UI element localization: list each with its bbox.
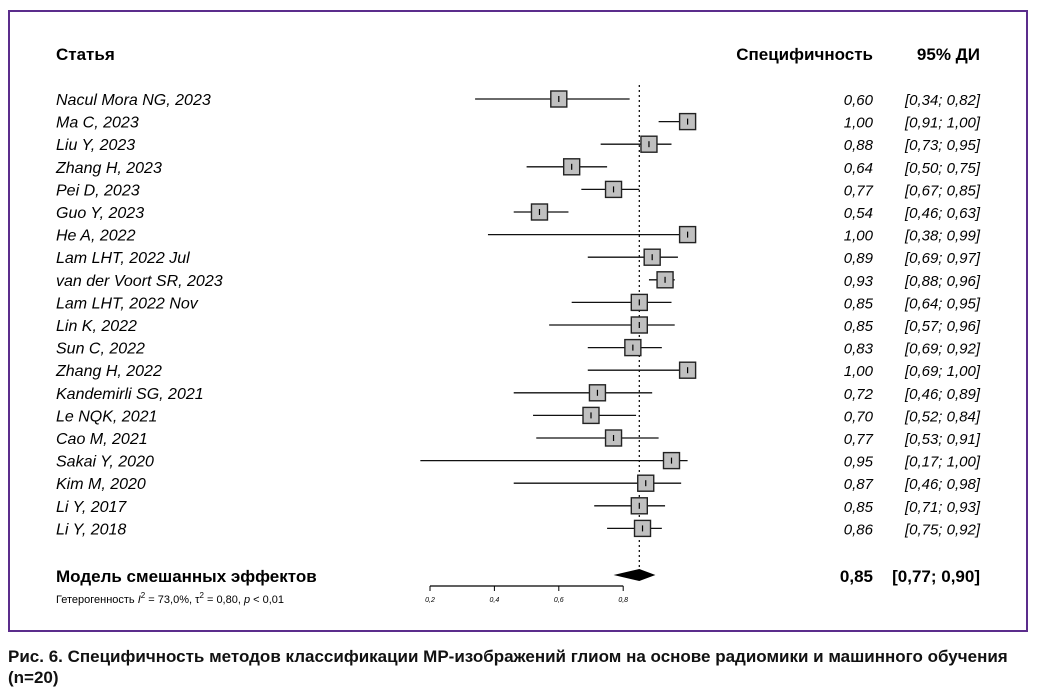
- study-ci: [0,69; 1,00]: [904, 363, 981, 380]
- study-ci: [0,75; 0,92]: [904, 521, 981, 538]
- study-ci: [0,64; 0,95]: [904, 295, 981, 312]
- study-ci: [0,88; 0,96]: [904, 273, 981, 290]
- study-estimate: 0,54: [844, 205, 873, 222]
- study-estimate: 0,85: [844, 499, 874, 516]
- study-label: Zhang H, 2022: [55, 363, 162, 380]
- study-estimate: 1,00: [844, 228, 874, 245]
- study-label: Guo Y, 2023: [56, 205, 144, 222]
- study-label: Lam LHT, 2022 Jul: [56, 250, 190, 267]
- study-ci: [0,50; 0,75]: [904, 160, 981, 177]
- study-ci: [0,71; 0,93]: [904, 499, 981, 516]
- study-ci: [0,46; 0,98]: [904, 476, 981, 493]
- study-estimate: 0,60: [844, 92, 874, 109]
- study-label: Ma C, 2023: [56, 115, 139, 132]
- pooled-label: Модель смешанных эффектов: [56, 567, 317, 586]
- study-estimate: 0,86: [844, 521, 874, 538]
- x-tick-label: 0,6: [554, 597, 564, 604]
- study-label: Kandemirli SG, 2021: [56, 386, 204, 403]
- x-tick-label: 0,4: [490, 597, 500, 604]
- study-estimate: 0,87: [844, 476, 874, 493]
- header-estimate: Специфичность: [736, 45, 873, 64]
- study-estimate: 0,77: [844, 431, 874, 448]
- study-ci: [0,46; 0,63]: [904, 205, 981, 222]
- study-estimate: 0,72: [844, 386, 874, 403]
- study-ci: [0,69; 0,97]: [904, 250, 981, 267]
- study-estimate: 0,70: [844, 408, 874, 425]
- header-study: Статья: [56, 45, 115, 64]
- pooled-ci: [0,77; 0,90]: [892, 567, 980, 586]
- study-estimate: 0,88: [844, 137, 874, 154]
- study-ci: [0,67; 0,85]: [904, 182, 981, 199]
- figure-frame: [8, 10, 1028, 632]
- x-tick-label: 0,8: [618, 597, 628, 604]
- study-ci: [0,52; 0,84]: [904, 408, 981, 425]
- study-estimate: 0,95: [844, 454, 874, 471]
- study-label: Lin K, 2022: [56, 318, 137, 335]
- study-label: Sakai Y, 2020: [56, 454, 154, 471]
- study-ci: [0,57; 0,96]: [904, 318, 981, 335]
- study-estimate: 0,93: [844, 273, 874, 290]
- study-ci: [0,91; 1,00]: [904, 115, 981, 132]
- pooled-diamond: [613, 569, 656, 581]
- study-estimate: 0,64: [844, 160, 873, 177]
- study-label: Cao M, 2021: [56, 431, 148, 448]
- study-ci: [0,73; 0,95]: [904, 137, 981, 154]
- study-ci: [0,53; 0,91]: [904, 431, 981, 448]
- study-label: van der Voort SR, 2023: [56, 273, 223, 290]
- study-estimate: 0,77: [844, 182, 874, 199]
- study-ci: [0,46; 0,89]: [904, 386, 981, 403]
- study-estimate: 0,85: [844, 318, 874, 335]
- study-estimate: 1,00: [844, 363, 874, 380]
- study-label: Lam LHT, 2022 Nov: [56, 295, 199, 312]
- x-tick-label: 0,2: [425, 597, 435, 604]
- study-estimate: 0,83: [844, 341, 874, 358]
- study-estimate: 0,89: [844, 250, 874, 267]
- pooled-estimate: 0,85: [840, 567, 873, 586]
- study-label: Sun C, 2022: [56, 341, 145, 358]
- header-ci: 95% ДИ: [917, 45, 980, 64]
- forest-plot: Статья Специфичность 95% ДИ Nacul Mora N…: [55, 45, 981, 606]
- study-label: Le NQK, 2021: [56, 408, 157, 425]
- study-ci: [0,34; 0,82]: [904, 92, 981, 109]
- study-label: Kim M, 2020: [56, 476, 146, 493]
- study-estimate: 1,00: [844, 115, 874, 132]
- study-label: He A, 2022: [56, 228, 136, 245]
- study-estimate: 0,85: [844, 295, 874, 312]
- heterogeneity-text: Гетерогенность I2 = 73,0%, τ2 = 0,80, p …: [56, 591, 284, 606]
- study-ci: [0,69; 0,92]: [904, 341, 981, 358]
- study-ci: [0,38; 0,99]: [904, 228, 981, 245]
- study-label: Pei D, 2023: [56, 182, 140, 199]
- study-label: Zhang H, 2023: [55, 160, 162, 177]
- study-ci: [0,17; 1,00]: [904, 454, 981, 471]
- study-label: Nacul Mora NG, 2023: [56, 92, 211, 109]
- study-label: Liu Y, 2023: [56, 137, 135, 154]
- study-label: Li Y, 2017: [56, 499, 127, 516]
- figure-caption: Рис. 6. Специфичность методов классифика…: [8, 647, 1008, 687]
- study-label: Li Y, 2018: [56, 521, 126, 538]
